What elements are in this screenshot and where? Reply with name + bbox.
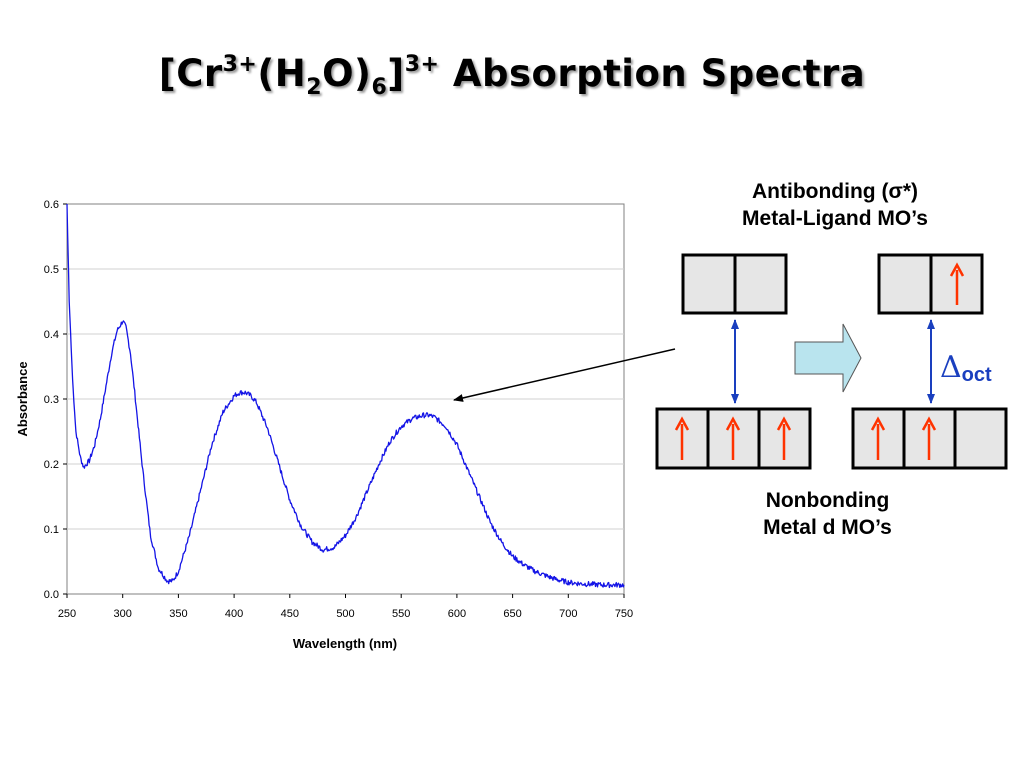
y-tick-label: 0.5 [44,264,59,276]
antibonding-orbitals-excited [877,253,984,315]
electron-up-arrow [870,416,886,460]
electron-up-arrow [674,416,690,460]
orbital-box [877,253,933,315]
y-tick-label: 0.1 [44,524,59,536]
excitation-block-arrow [794,323,862,393]
orbital-box [681,253,737,315]
antibonding-orbitals-ground [681,253,788,315]
series-lines [66,203,625,589]
x-tick-label: 300 [114,608,132,620]
spectrum-line [66,203,625,589]
x-tick-label: 450 [281,608,299,620]
excited-state-diagram: Δoct [851,253,1008,470]
delta-subscript: oct [962,364,992,386]
grid-lines [67,268,624,530]
y-tick-label: 0.4 [44,329,59,341]
orbital-box [953,407,1008,470]
x-axis-ticks: 250 300 350 400 450 500 550 600 650 700 750 [58,594,633,620]
y-tick-label: 0.6 [44,199,59,211]
x-tick-label: 600 [448,608,466,620]
ground-state-diagram [655,253,812,470]
y-tick-label: 0.3 [44,394,59,406]
pointer-arrow [453,348,676,402]
electron-up-arrow [949,262,965,305]
nonbonding-label: Nonbonding Metal d MO’s [763,489,892,539]
electron-up-arrow [725,416,741,460]
x-tick-label: 250 [58,608,76,620]
electron-up-arrow [921,416,937,460]
x-tick-label: 500 [336,608,354,620]
y-tick-label: 0.2 [44,459,59,471]
y-axis-label: Absorbance [15,361,30,436]
x-axis-label: Wavelength (nm) [293,636,397,651]
x-tick-label: 350 [169,608,187,620]
absorption-chart: 250 300 350 400 450 500 550 600 650 700 750 0.0 0.1… [15,199,633,651]
electron-up-arrow [776,416,792,460]
orbital-box [733,253,788,315]
delta-symbol: Δ [940,350,962,385]
x-tick-label: 550 [392,608,410,620]
y-tick-label: 0.0 [44,589,59,601]
slide-title: [Cr3+(H2O)6]3+ Absorption Spectra [158,52,866,100]
x-tick-label: 400 [225,608,243,620]
antibonding-label: Antibonding (σ*) Metal-Ligand MO’s [742,180,928,230]
x-tick-label: 650 [503,608,521,620]
delta-oct-label: Δoct [940,350,992,386]
y-axis-ticks: 0.0 0.1 0.2 0.3 0.4 0.5 0.6 [44,199,67,601]
x-tick-label: 700 [559,608,577,620]
x-tick-label: 750 [615,608,633,620]
